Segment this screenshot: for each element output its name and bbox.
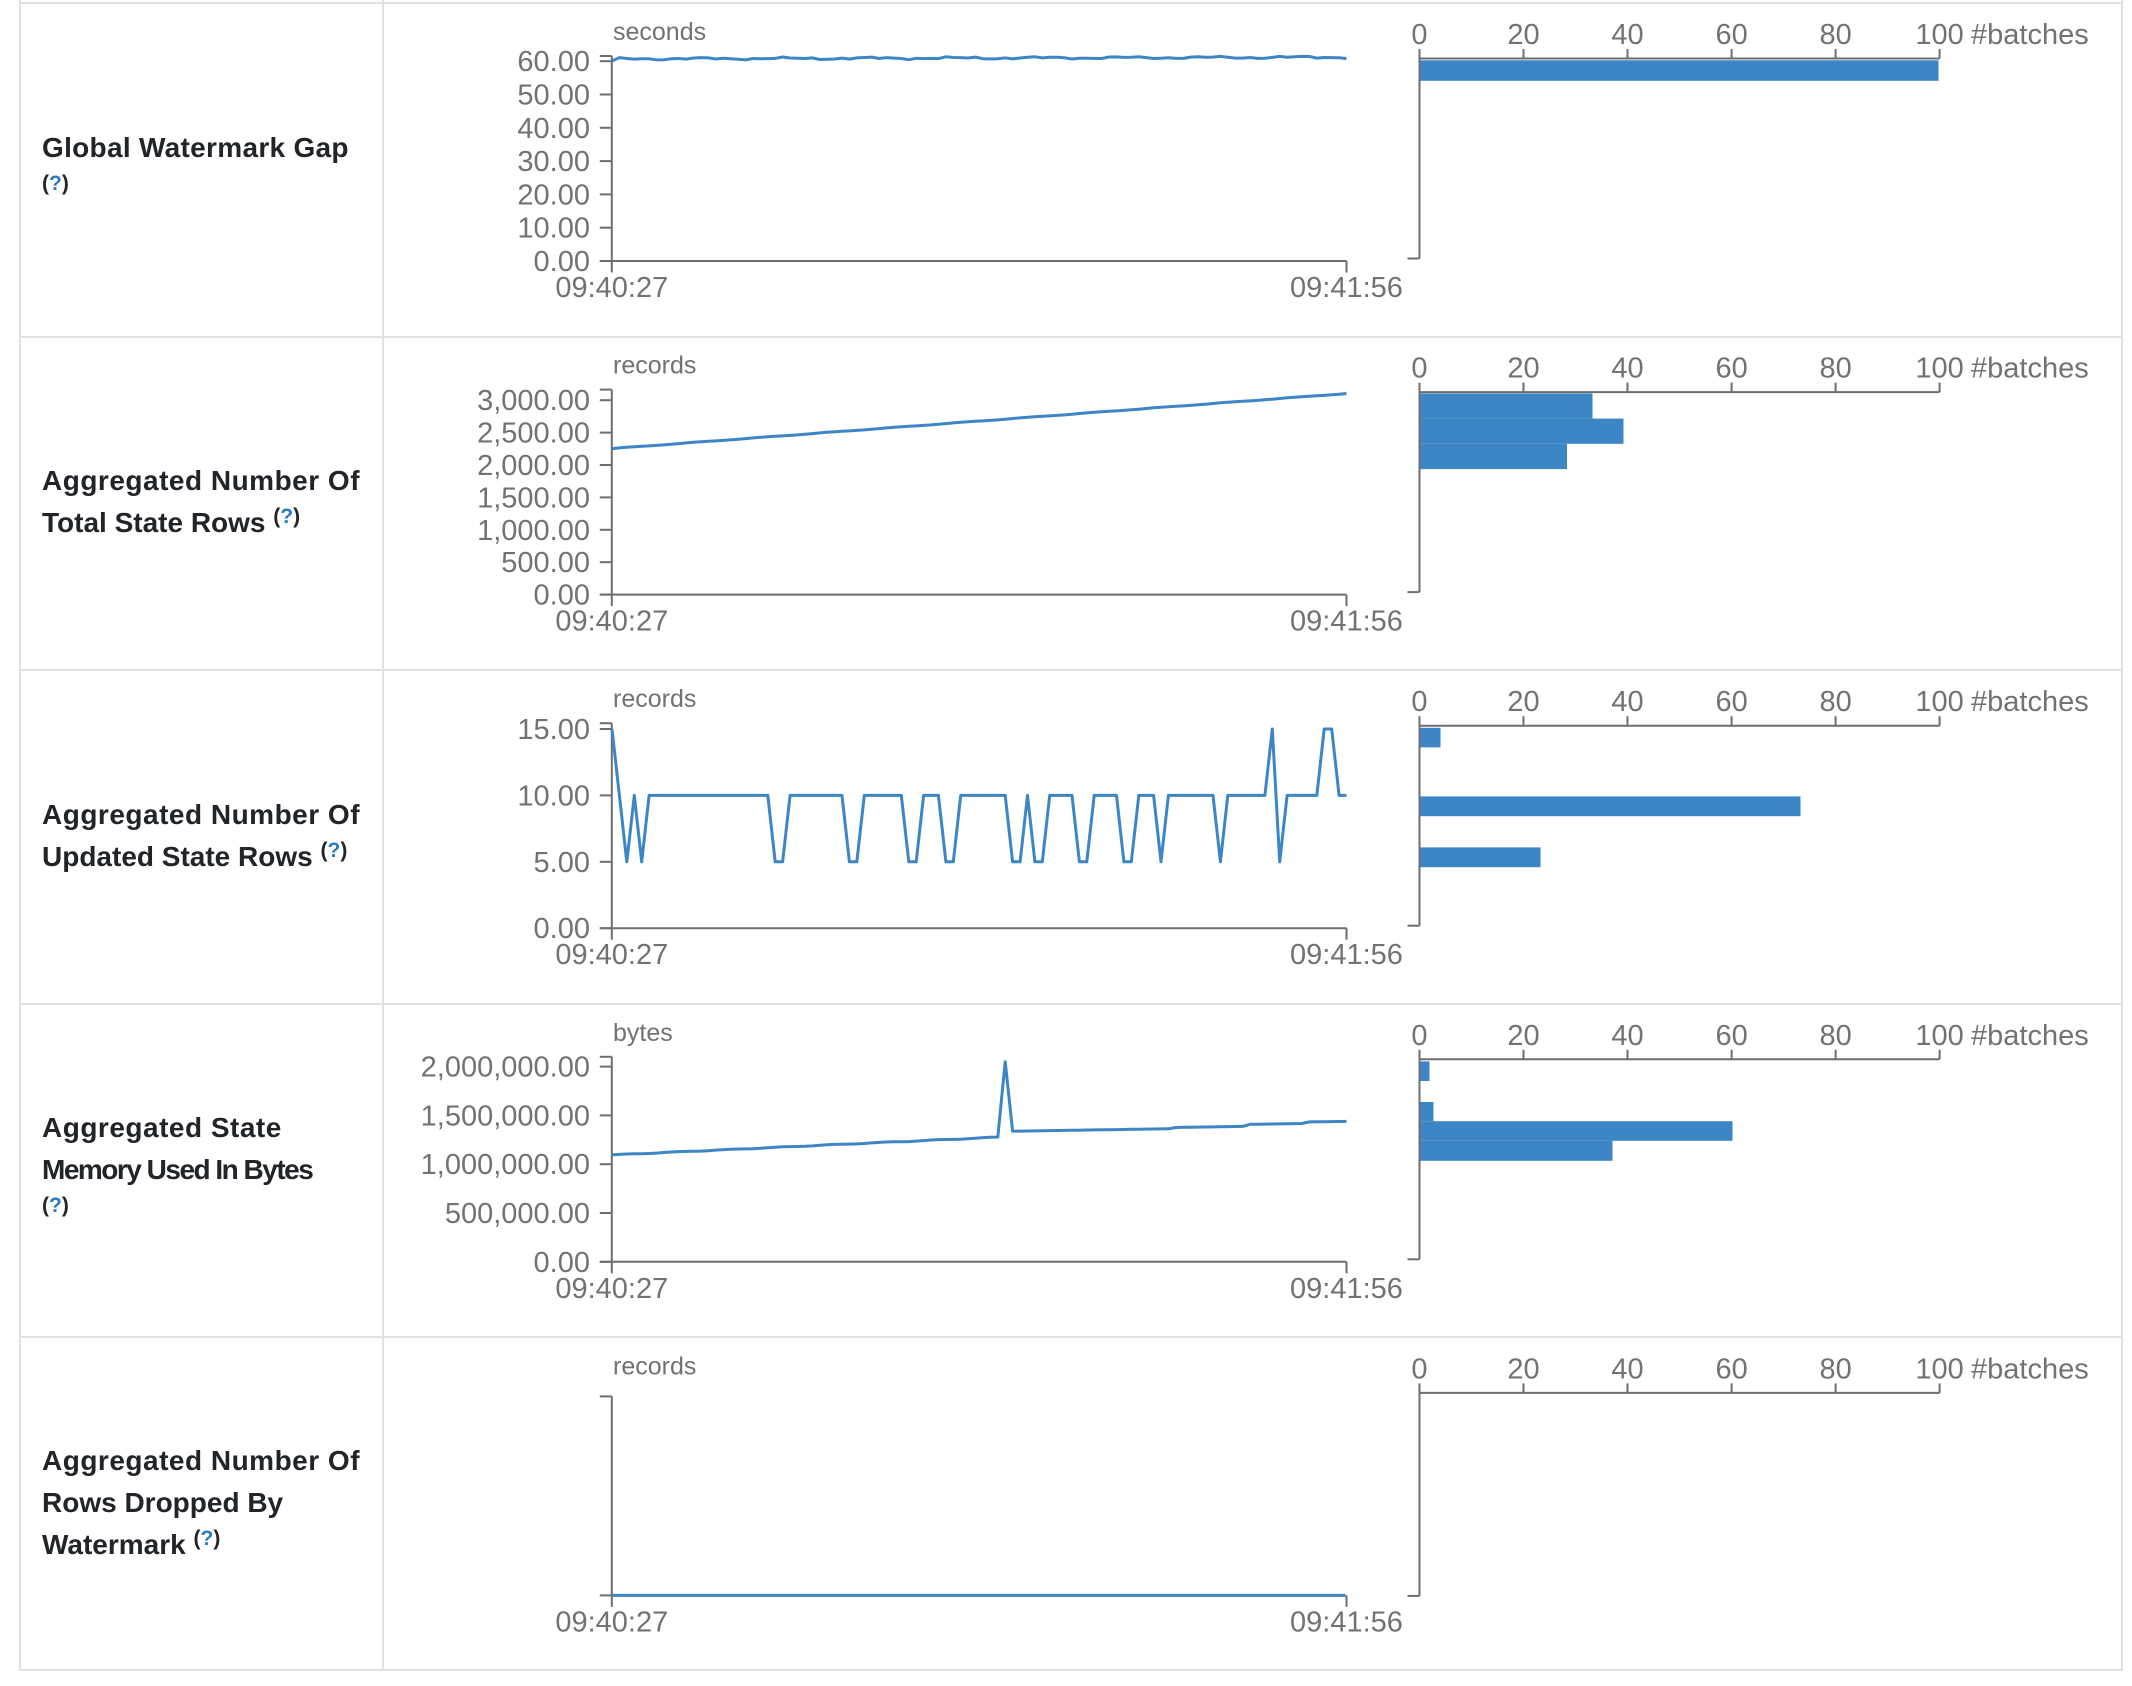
svg-text:3,000.00: 3,000.00 (477, 385, 590, 417)
svg-text:0: 0 (1411, 686, 1427, 718)
svg-text:500,000.00: 500,000.00 (445, 1198, 590, 1230)
svg-text:records: records (613, 352, 696, 380)
svg-text:0.00: 0.00 (534, 580, 590, 612)
svg-text:60: 60 (1715, 1353, 1747, 1385)
svg-text:#batches: #batches (1971, 686, 2089, 718)
svg-text:60: 60 (1715, 1020, 1747, 1052)
svg-text:15.00: 15.00 (517, 714, 590, 746)
svg-text:10.00: 10.00 (517, 780, 590, 812)
svg-text:80: 80 (1819, 1353, 1851, 1385)
svg-text:09:41:56: 09:41:56 (1290, 939, 1403, 971)
svg-text:09:40:27: 09:40:27 (555, 939, 668, 971)
svg-text:bytes: bytes (613, 1019, 673, 1047)
svg-text:20: 20 (1507, 686, 1539, 718)
svg-text:40: 40 (1611, 686, 1643, 718)
svg-text:80: 80 (1819, 1020, 1851, 1052)
svg-text:0.00: 0.00 (534, 913, 590, 945)
svg-text:0: 0 (1411, 1020, 1427, 1052)
svg-text:0: 0 (1411, 19, 1427, 51)
svg-text:20: 20 (1507, 353, 1539, 385)
svg-text:80: 80 (1819, 19, 1851, 51)
svg-text:50.00: 50.00 (517, 80, 590, 112)
svg-text:100: 100 (1915, 353, 1963, 385)
svg-text:5.00: 5.00 (534, 847, 590, 879)
svg-text:30.00: 30.00 (517, 146, 590, 178)
svg-text:80: 80 (1819, 353, 1851, 385)
svg-text:0.00: 0.00 (534, 1247, 590, 1279)
svg-text:0: 0 (1411, 353, 1427, 385)
svg-text:09:41:56: 09:41:56 (1290, 1606, 1403, 1638)
svg-text:1,000.00: 1,000.00 (477, 515, 590, 547)
svg-text:#batches: #batches (1971, 353, 2089, 385)
svg-text:09:41:56: 09:41:56 (1290, 272, 1403, 304)
svg-text:records: records (613, 685, 696, 713)
svg-text:60: 60 (1715, 19, 1747, 51)
svg-text:#batches: #batches (1971, 19, 2089, 51)
svg-text:09:40:27: 09:40:27 (555, 1273, 668, 1305)
svg-text:40: 40 (1611, 19, 1643, 51)
svg-text:#batches: #batches (1971, 1020, 2089, 1052)
svg-text:2,000,000.00: 2,000,000.00 (421, 1052, 590, 1084)
svg-text:20: 20 (1507, 1020, 1539, 1052)
svg-text:40: 40 (1611, 1020, 1643, 1052)
svg-text:100: 100 (1915, 686, 1963, 718)
svg-text:40: 40 (1611, 1353, 1643, 1385)
svg-text:09:41:56: 09:41:56 (1290, 606, 1403, 638)
svg-text:1,500,000.00: 1,500,000.00 (421, 1100, 590, 1132)
svg-text:20.00: 20.00 (517, 179, 590, 211)
svg-text:60: 60 (1715, 686, 1747, 718)
svg-text:10.00: 10.00 (517, 213, 590, 245)
svg-text:80: 80 (1819, 686, 1851, 718)
svg-text:40: 40 (1611, 353, 1643, 385)
svg-text:09:40:27: 09:40:27 (555, 272, 668, 304)
svg-text:0.00: 0.00 (534, 246, 590, 278)
svg-text:1,000,000.00: 1,000,000.00 (421, 1149, 590, 1181)
svg-text:500.00: 500.00 (501, 547, 590, 579)
svg-text:0: 0 (1411, 1353, 1427, 1385)
svg-text:2,000.00: 2,000.00 (477, 450, 590, 482)
svg-text:1,500.00: 1,500.00 (477, 482, 590, 514)
svg-text:#batches: #batches (1971, 1353, 2089, 1385)
svg-text:09:41:56: 09:41:56 (1290, 1273, 1403, 1305)
svg-text:60.00: 60.00 (517, 46, 590, 78)
svg-text:20: 20 (1507, 19, 1539, 51)
svg-text:100: 100 (1915, 1020, 1963, 1052)
svg-text:09:40:27: 09:40:27 (555, 1606, 668, 1638)
svg-text:09:40:27: 09:40:27 (555, 606, 668, 638)
svg-text:20: 20 (1507, 1353, 1539, 1385)
svg-text:seconds: seconds (613, 18, 706, 46)
svg-text:100: 100 (1915, 1353, 1963, 1385)
svg-text:40.00: 40.00 (517, 113, 590, 145)
svg-text:60: 60 (1715, 353, 1747, 385)
svg-text:100: 100 (1915, 19, 1963, 51)
svg-text:records: records (613, 1352, 696, 1380)
svg-text:2,500.00: 2,500.00 (477, 418, 590, 450)
